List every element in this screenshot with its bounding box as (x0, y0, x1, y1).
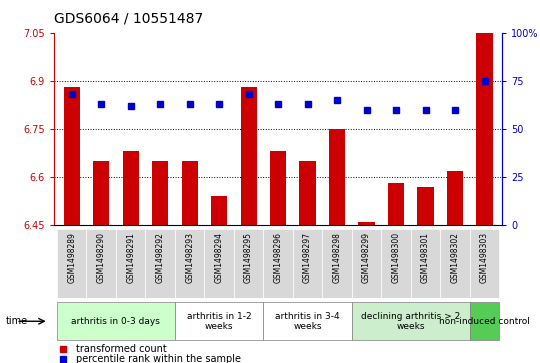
Text: GDS6064 / 10551487: GDS6064 / 10551487 (54, 11, 203, 25)
Bar (181, 161, 198, 225)
Bar (322, 229, 352, 298)
Bar (447, 171, 463, 225)
Bar (234, 229, 264, 298)
Bar (359, 222, 375, 225)
Bar (440, 229, 470, 298)
Bar (264, 302, 352, 340)
Text: transformed count: transformed count (77, 344, 167, 354)
Text: GSM1498299: GSM1498299 (362, 232, 371, 283)
Bar (204, 229, 234, 298)
Text: arthritis in 0-3 days: arthritis in 0-3 days (71, 317, 160, 326)
Text: arthritis in 3-4
weeks: arthritis in 3-4 weeks (275, 311, 340, 331)
Bar (175, 229, 204, 298)
Bar (64, 87, 80, 225)
Text: time: time (5, 316, 28, 326)
Bar (152, 161, 168, 225)
Bar (476, 33, 492, 225)
Bar (145, 229, 175, 298)
Text: percentile rank within the sample: percentile rank within the sample (77, 354, 241, 363)
Bar (293, 229, 322, 298)
Bar (211, 196, 227, 225)
Text: GSM1498293: GSM1498293 (185, 232, 194, 283)
Text: GSM1498290: GSM1498290 (97, 232, 106, 283)
Bar (175, 302, 264, 340)
Text: arthritis in 1-2
weeks: arthritis in 1-2 weeks (187, 311, 252, 331)
Text: GSM1498291: GSM1498291 (126, 232, 135, 283)
Bar (57, 302, 175, 340)
Text: GSM1498289: GSM1498289 (67, 232, 76, 283)
Text: GSM1498302: GSM1498302 (450, 232, 460, 283)
Bar (470, 229, 500, 298)
Text: GSM1498303: GSM1498303 (480, 232, 489, 283)
Bar (270, 151, 286, 225)
Text: GSM1498296: GSM1498296 (274, 232, 282, 283)
Bar (352, 302, 470, 340)
Bar (86, 229, 116, 298)
Text: GSM1498292: GSM1498292 (156, 232, 165, 283)
Text: GSM1498298: GSM1498298 (333, 232, 342, 283)
Bar (264, 229, 293, 298)
Text: GSM1498301: GSM1498301 (421, 232, 430, 283)
Bar (411, 229, 440, 298)
Text: GSM1498300: GSM1498300 (392, 232, 401, 283)
Bar (116, 229, 145, 298)
Text: GSM1498295: GSM1498295 (244, 232, 253, 283)
Bar (93, 161, 109, 225)
Bar (381, 229, 411, 298)
Text: non-induced control: non-induced control (439, 317, 530, 326)
Bar (352, 229, 381, 298)
Bar (123, 151, 139, 225)
Bar (57, 229, 86, 298)
Bar (417, 187, 434, 225)
Bar (470, 302, 500, 340)
Bar (300, 161, 316, 225)
Text: GSM1498297: GSM1498297 (303, 232, 312, 283)
Text: GSM1498294: GSM1498294 (214, 232, 224, 283)
Text: declining arthritis > 2
weeks: declining arthritis > 2 weeks (361, 311, 461, 331)
Bar (240, 87, 256, 225)
Bar (329, 129, 345, 225)
Bar (388, 183, 404, 225)
